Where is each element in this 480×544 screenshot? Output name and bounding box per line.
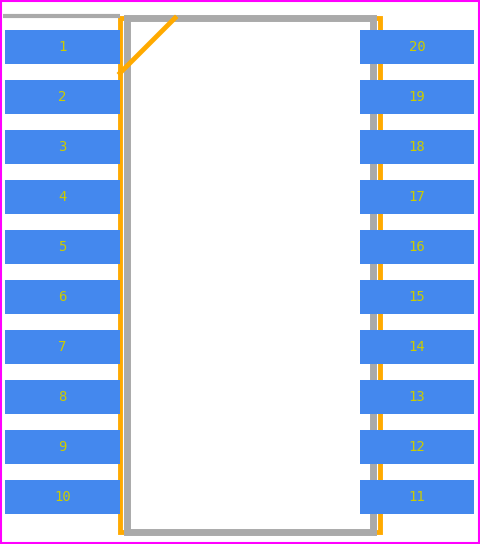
Bar [120, 18, 380, 532]
Bar [5, 430, 120, 464]
Bar [127, 18, 373, 532]
Bar [5, 330, 120, 364]
Text: 16: 16 [408, 240, 425, 254]
Text: 20: 20 [408, 40, 425, 54]
Bar [5, 130, 120, 164]
Text: 12: 12 [408, 440, 425, 454]
Bar [360, 430, 474, 464]
Text: 7: 7 [58, 340, 67, 354]
Bar [5, 280, 120, 314]
Text: 15: 15 [408, 290, 425, 304]
Text: 8: 8 [58, 390, 67, 404]
Text: 1: 1 [58, 40, 67, 54]
Bar [360, 80, 474, 114]
Bar [5, 480, 120, 514]
Text: 9: 9 [58, 440, 67, 454]
Text: 3: 3 [58, 140, 67, 154]
Bar [360, 280, 474, 314]
Bar [360, 480, 474, 514]
Bar [360, 130, 474, 164]
Text: 6: 6 [58, 290, 67, 304]
Text: 19: 19 [408, 90, 425, 104]
Bar [360, 180, 474, 214]
Bar [5, 30, 120, 64]
Text: 4: 4 [58, 190, 67, 204]
Bar [360, 330, 474, 364]
Text: 2: 2 [58, 90, 67, 104]
Bar [360, 380, 474, 414]
Text: 17: 17 [408, 190, 425, 204]
Bar [5, 180, 120, 214]
Text: 13: 13 [408, 390, 425, 404]
Text: 14: 14 [408, 340, 425, 354]
Bar [5, 80, 120, 114]
Text: 18: 18 [408, 140, 425, 154]
Text: 10: 10 [54, 490, 71, 504]
Bar [5, 230, 120, 264]
Text: 11: 11 [408, 490, 425, 504]
Bar [360, 230, 474, 264]
Text: 5: 5 [58, 240, 67, 254]
Bar [5, 380, 120, 414]
Bar [360, 30, 474, 64]
